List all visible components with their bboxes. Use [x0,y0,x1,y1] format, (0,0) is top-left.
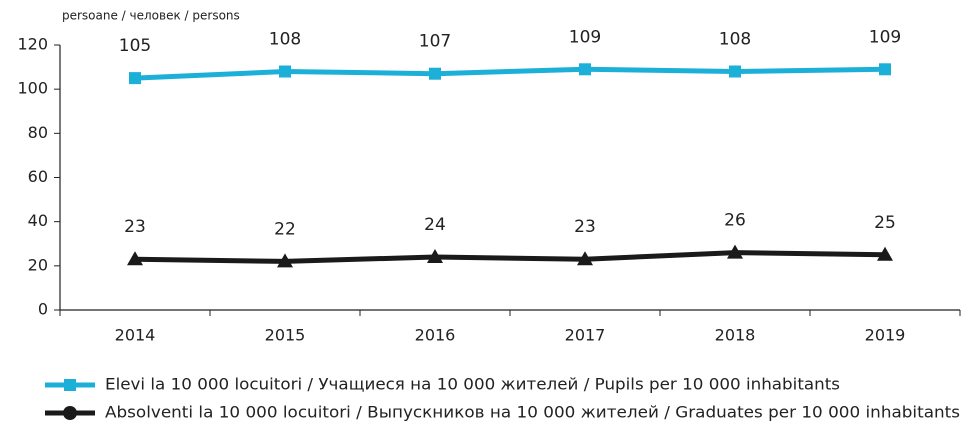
legend-marker [64,379,76,391]
point-marker [877,246,893,261]
point-marker [279,65,291,78]
y-tick-label: 120 [17,35,48,54]
data-label: 22 [274,219,296,239]
point-marker [429,67,441,80]
data-label: 25 [874,213,896,233]
point-marker [729,65,741,78]
data-label: 105 [119,36,151,56]
point-marker [577,251,593,266]
y-tick-label: 0 [38,300,48,319]
series-line [134,66,886,81]
point-marker [879,63,891,76]
data-label: 23 [124,217,146,237]
point-marker [427,249,443,263]
data-label: 109 [869,27,901,47]
legend-label: Elevi la 10 000 locuitori / Учащиеся на … [105,375,840,394]
data-label: 23 [574,217,596,237]
y-tick-label: 100 [17,79,48,98]
point-marker [727,244,743,259]
legend-marker [63,406,77,420]
x-tick-label: 2016 [415,326,456,345]
data-label: 109 [569,27,601,47]
data-label: 107 [419,32,451,52]
data-label: 108 [269,30,301,50]
data-label: 24 [424,215,446,235]
data-label: 26 [724,211,746,231]
y-tick-label: 60 [28,167,48,186]
y-tick-label: 80 [28,123,48,142]
y-tick-label: 40 [28,211,48,230]
x-tick-label: 2015 [265,326,306,345]
legend-label: Absolventi la 10 000 locuitori / Выпускн… [105,403,960,422]
data-label: 108 [719,30,751,50]
y-tick-label: 20 [28,255,48,274]
x-tick-label: 2017 [565,326,606,345]
x-tick-label: 2014 [115,326,156,345]
point-marker [127,251,143,266]
x-tick-label: 2018 [715,326,756,345]
point-marker [579,63,591,76]
y-axis-label: persoane / человек / persons [62,9,240,23]
point-marker [277,253,293,268]
series-line [134,250,886,264]
x-tick-label: 2019 [865,326,906,345]
point-marker [129,72,141,85]
